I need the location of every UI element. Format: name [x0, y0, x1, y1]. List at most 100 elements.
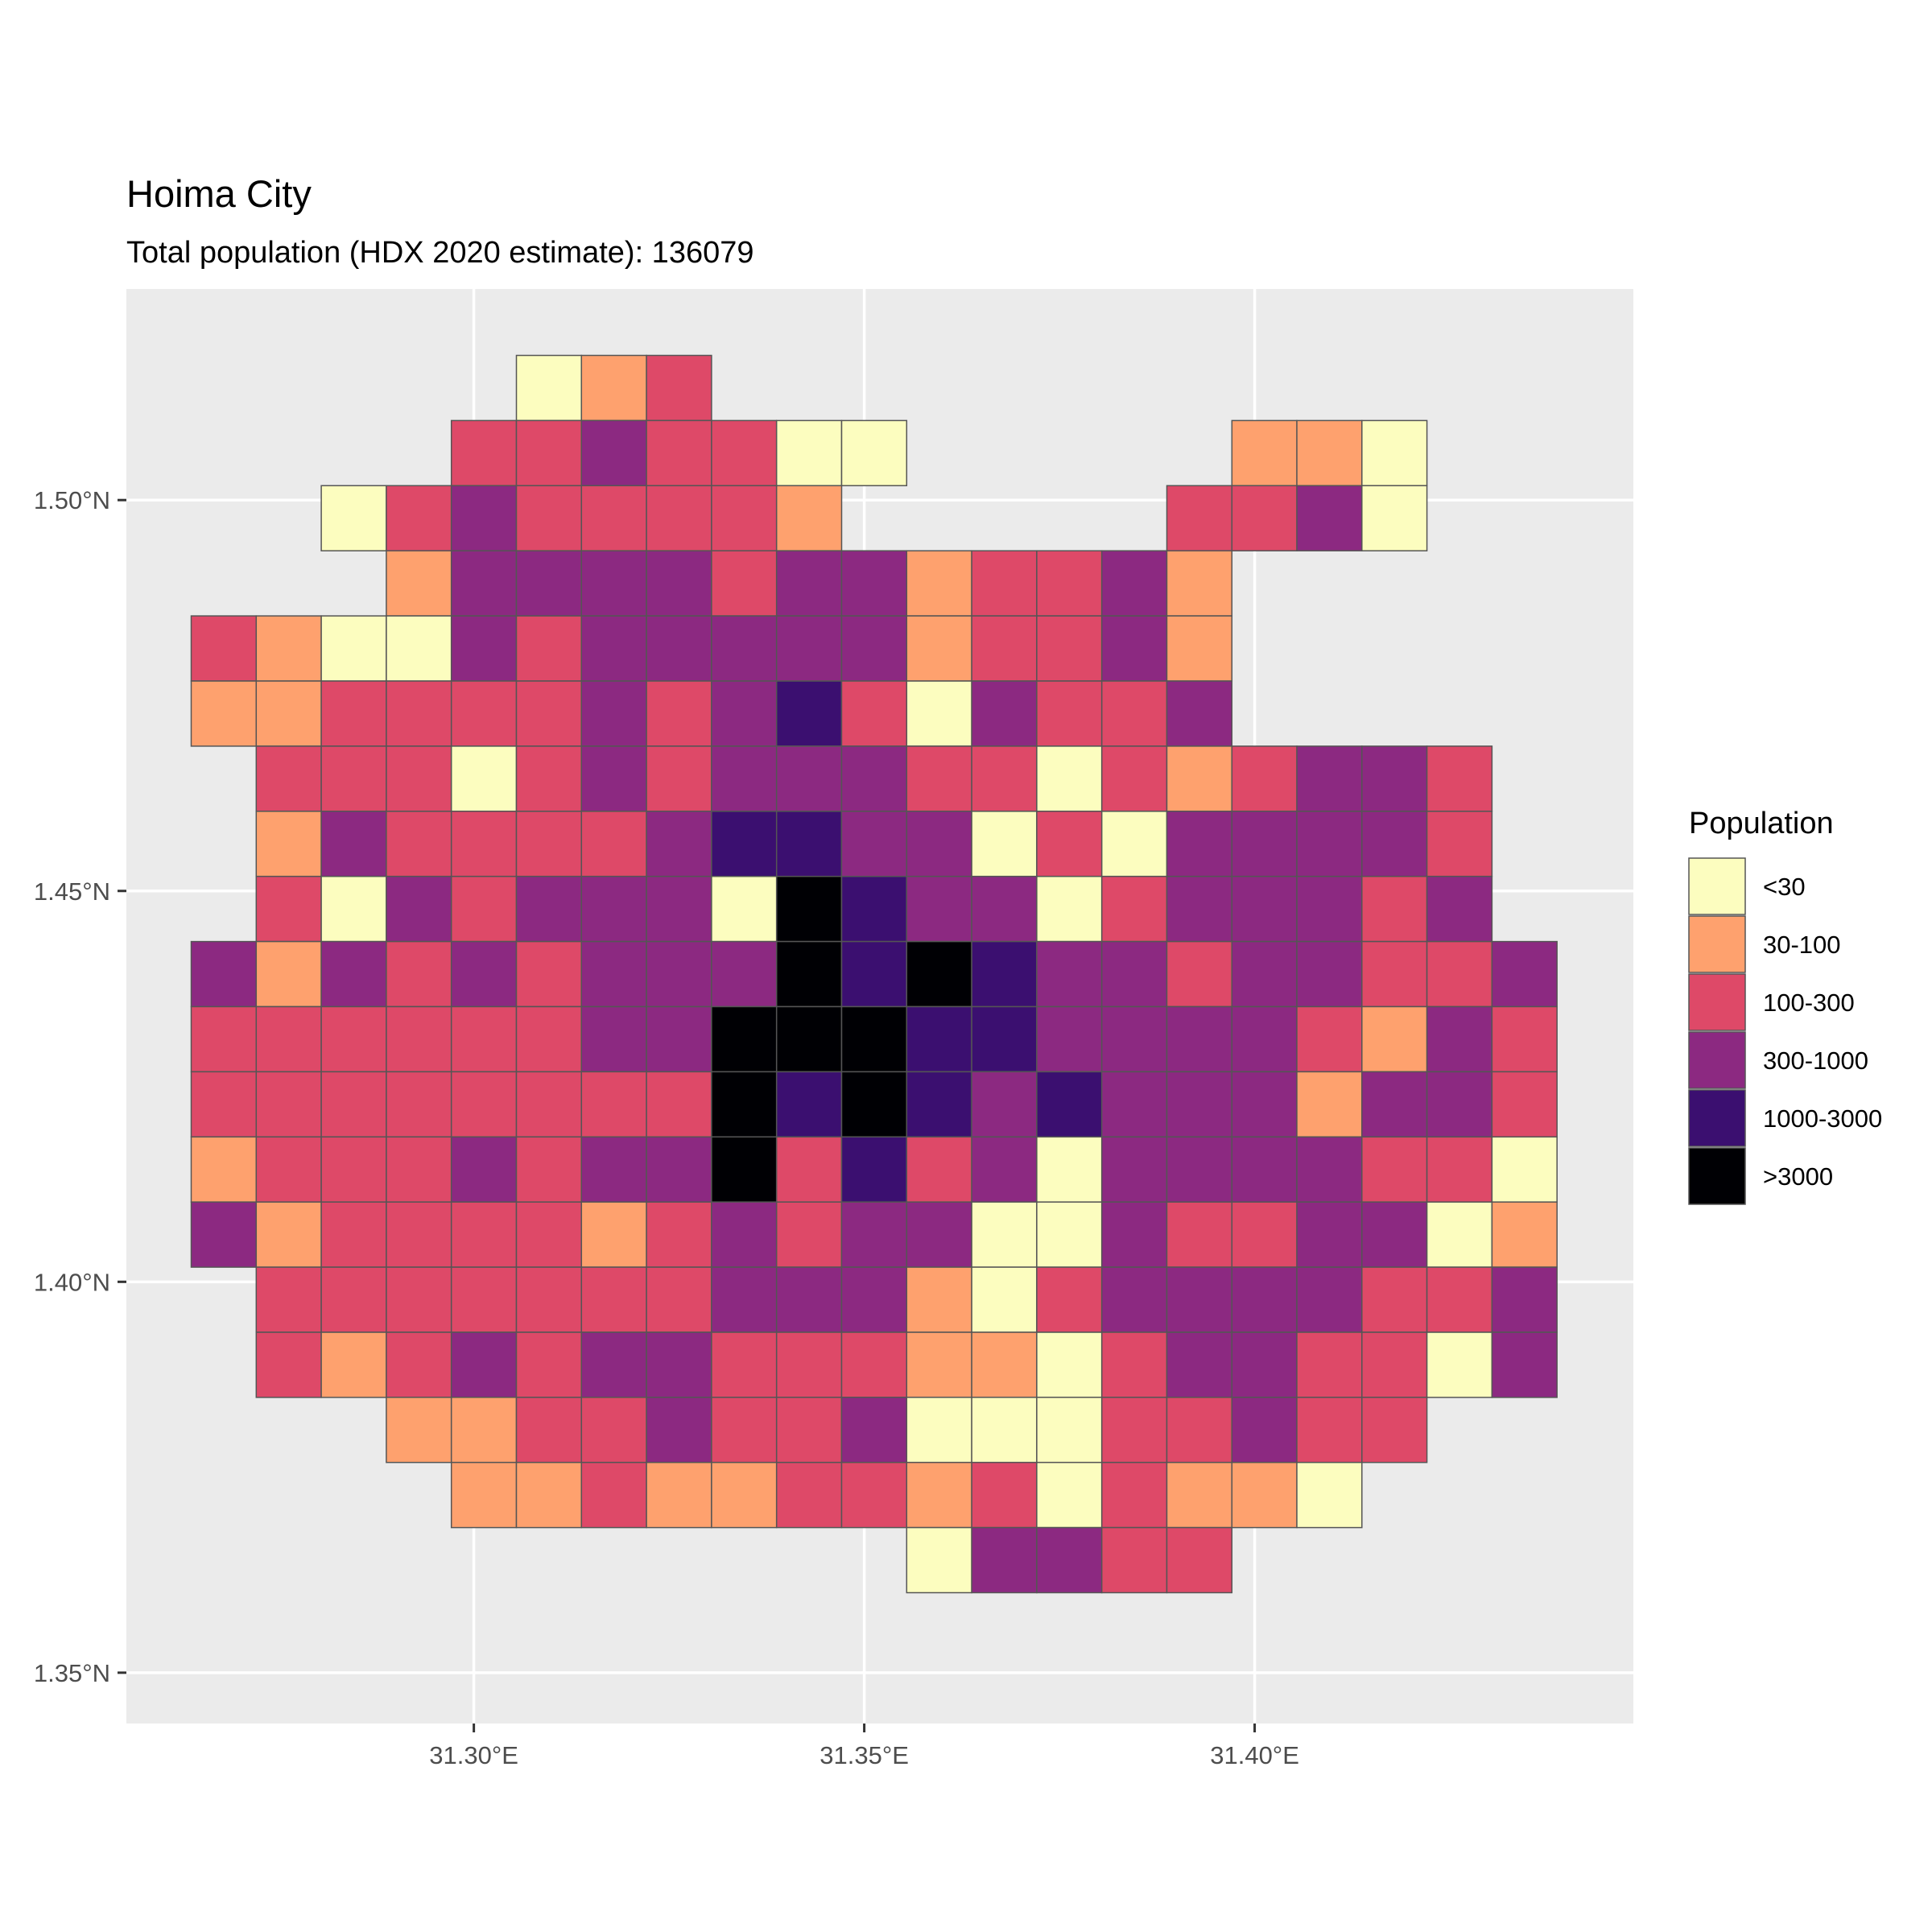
grid-cell [1231, 1005, 1298, 1073]
grid-cell [580, 680, 647, 747]
grid-cell [840, 745, 908, 812]
grid-cell [450, 1331, 518, 1398]
grid-cell [971, 1461, 1038, 1529]
grid-cell [711, 940, 778, 1008]
grid-cell [971, 615, 1038, 682]
grid-cell [775, 550, 843, 617]
legend-key-label: 1000-3000 [1763, 1104, 1882, 1133]
grid-cell [255, 1136, 322, 1203]
grid-cell [320, 615, 387, 682]
grid-cell [775, 875, 843, 943]
grid-cell [1036, 1136, 1103, 1203]
grid-cell [906, 615, 972, 682]
y-tick-label: 1.35°N [34, 1659, 110, 1687]
grid-cell [450, 419, 518, 487]
grid-cell [711, 1331, 778, 1398]
grid-cell [255, 1071, 322, 1138]
grid-cell [320, 1136, 387, 1203]
grid-cell [450, 1005, 518, 1073]
grid-cell [646, 354, 712, 422]
grid-cell [255, 680, 322, 747]
grid-cell [971, 550, 1038, 617]
grid-cell [1296, 1201, 1363, 1268]
grid-cell [711, 615, 778, 682]
grid-cell [1100, 1461, 1168, 1529]
grid-cell [840, 1266, 908, 1333]
grid-cell [386, 550, 452, 617]
grid-cell [1296, 1136, 1363, 1203]
grid-cell [840, 811, 908, 877]
grid-cell [906, 940, 972, 1008]
grid-cell [386, 1331, 452, 1398]
grid-cell [386, 485, 452, 551]
grid-cell [906, 875, 972, 943]
grid-cell [450, 550, 518, 617]
grid-cell [515, 1201, 583, 1268]
grid-cell [1491, 1201, 1558, 1268]
grid-cell [386, 1397, 452, 1463]
grid-cell [1296, 1331, 1363, 1398]
grid-cell [906, 1526, 972, 1594]
grid-cell [775, 940, 843, 1008]
grid-cell [711, 1266, 778, 1333]
grid-cell [971, 745, 1038, 812]
grid-cell [1100, 1397, 1168, 1463]
grid-cell [1100, 550, 1168, 617]
grid-cell [646, 875, 712, 943]
grid-cell [1100, 940, 1168, 1008]
legend-key-label: 300-1000 [1763, 1046, 1868, 1075]
legend-key-swatch [1688, 1031, 1746, 1089]
grid-cell [1036, 1201, 1103, 1268]
grid-cell [320, 940, 387, 1008]
grid-cell [906, 1331, 972, 1398]
legend-key-label: 100-300 [1763, 989, 1855, 1017]
grid-cell [450, 745, 518, 812]
grid-cell [711, 875, 778, 943]
grid-cell [775, 1201, 843, 1268]
grid-cell [1036, 811, 1103, 877]
grid-cell [646, 419, 712, 487]
grid-cell [775, 1461, 843, 1529]
grid-cell [580, 1266, 647, 1333]
grid-cell [1296, 485, 1363, 551]
grid-cell [190, 1201, 258, 1268]
grid-cell [255, 1201, 322, 1268]
grid-cell [775, 615, 843, 682]
grid-cell [190, 680, 258, 747]
grid-cell [190, 1071, 258, 1138]
grid-cell [1036, 550, 1103, 617]
grid-cell [580, 1397, 647, 1463]
grid-cell [1296, 940, 1363, 1008]
grid-cell [1491, 1266, 1558, 1333]
grid-cell [515, 615, 583, 682]
grid-cell [580, 1136, 647, 1203]
grid-cell [386, 680, 452, 747]
grid-cell [450, 940, 518, 1008]
grid-cell [255, 615, 322, 682]
grid-cell [1166, 615, 1233, 682]
grid-cell [1036, 615, 1103, 682]
grid-cell [515, 1005, 583, 1073]
grid-cell [971, 1397, 1038, 1463]
grid-cell [1166, 1266, 1233, 1333]
grid-cell [450, 1136, 518, 1203]
grid-cell [580, 1331, 647, 1398]
grid-cell [450, 1071, 518, 1138]
grid-cell [1426, 1331, 1493, 1398]
grid-cell [1166, 875, 1233, 943]
grid-cell [1231, 419, 1298, 487]
grid-cell [840, 875, 908, 943]
grid-cell [450, 615, 518, 682]
grid-cell [190, 615, 258, 682]
axes: 31.30°E 31.35°E 31.40°E 1.35°N 1.40°N 1.45°N 1… [34, 486, 1299, 1769]
grid-cell [580, 550, 647, 617]
grid-cell [906, 1266, 972, 1333]
grid-cell [1100, 1136, 1168, 1203]
grid-cell [646, 940, 712, 1008]
grid-cell [515, 419, 583, 487]
grid-cell [1100, 875, 1168, 943]
grid-cell [971, 1136, 1038, 1203]
grid-cell [1231, 1071, 1298, 1138]
grid-cell [711, 1071, 778, 1138]
grid-cell [775, 1266, 843, 1333]
